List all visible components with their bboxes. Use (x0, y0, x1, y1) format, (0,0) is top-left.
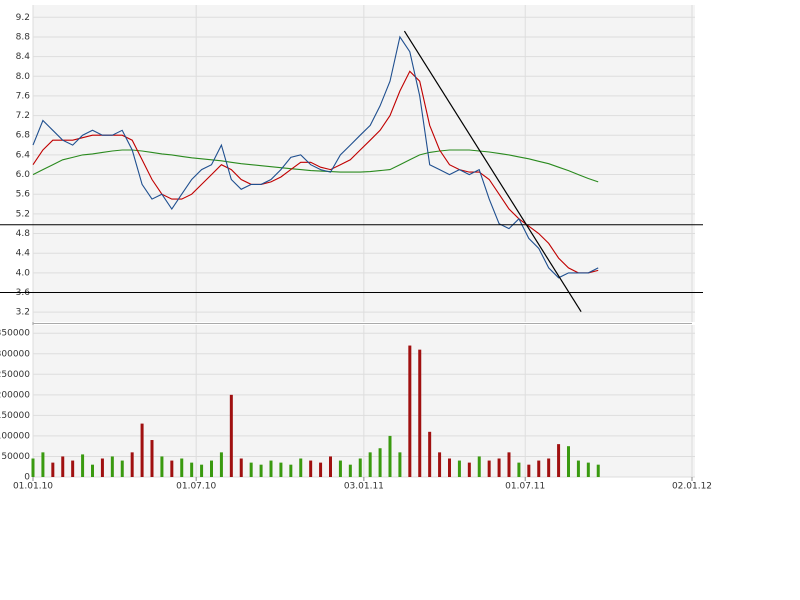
y-tick-label: 0 (24, 473, 30, 483)
volume-bar (596, 464, 600, 477)
volume-bar (378, 448, 382, 477)
y-tick-label: 6.0 (16, 170, 31, 180)
volume-bar (41, 452, 45, 477)
y-tick-label: 4.0 (16, 268, 31, 278)
y-tick-label: 5.6 (16, 190, 31, 200)
volume-bar (457, 460, 461, 477)
volume-bar (239, 458, 243, 477)
volume-bar (110, 456, 114, 477)
y-tick-label: 7.2 (16, 111, 30, 121)
volume-bar (447, 458, 451, 477)
y-tick-label: 150000 (0, 411, 30, 421)
volume-bar (81, 454, 85, 477)
x-tick-label: 03.01.11 (344, 482, 384, 492)
volume-bar (200, 464, 204, 477)
y-tick-label: 8.8 (16, 32, 31, 42)
y-tick-label: 6.8 (16, 131, 31, 141)
volume-bar (279, 462, 283, 477)
trend-line (403, 30, 582, 312)
x-tick-label: 01.01.10 (13, 482, 53, 492)
y-tick-label: 8.4 (16, 52, 31, 62)
y-tick-label: 4.8 (16, 229, 31, 239)
x-tick-label: 02.01.12 (672, 482, 712, 492)
x-tick-label: 01.07.10 (176, 482, 216, 492)
volume-bar (527, 464, 531, 477)
volume-bar (517, 462, 521, 477)
y-tick-label: 200000 (0, 390, 30, 400)
volume-bar (408, 345, 412, 477)
y-tick-label: 9.2 (16, 13, 30, 23)
volume-bar (319, 462, 323, 477)
y-tick-label: 7.6 (16, 91, 31, 101)
volume-bar (368, 452, 372, 477)
y-tick-label: 350000 (0, 329, 30, 339)
y-tick-label: 100000 (0, 431, 30, 441)
volume-bar (269, 460, 273, 477)
volume-bar (398, 452, 402, 477)
volume-bar (477, 456, 481, 477)
volume-bar (229, 394, 233, 477)
volume-bar (71, 460, 75, 477)
y-tick-label: 4.4 (16, 249, 31, 259)
y-tick-label: 300000 (0, 349, 30, 359)
volume-bar (130, 452, 134, 477)
volume-bar (150, 440, 154, 477)
volume-bar (497, 458, 501, 477)
volume-bar (289, 464, 293, 477)
volume-bar (348, 464, 352, 477)
volume-bar (487, 460, 491, 477)
volume-bar (140, 423, 144, 477)
volume-bar (90, 464, 94, 477)
volume-bar (586, 462, 590, 477)
volume-bar (100, 458, 104, 477)
volume-bar (338, 460, 342, 477)
volume-bar (467, 462, 471, 477)
volume-bar (180, 458, 184, 477)
y-tick-label: 3.2 (16, 308, 30, 318)
y-tick-label: 50000 (1, 452, 30, 462)
volume-bar (328, 456, 332, 477)
volume-bar (190, 462, 194, 477)
volume-bar (418, 349, 422, 477)
volume-bar (309, 460, 313, 477)
volume-bar (557, 444, 561, 477)
volume-bar (428, 431, 432, 477)
volume-bar (259, 464, 263, 477)
volume-bar (31, 458, 35, 477)
volume-bar (566, 446, 570, 477)
volume-bar (219, 452, 223, 477)
volume-bar (438, 452, 442, 477)
x-tick-label: 01.07.11 (505, 482, 545, 492)
volume-bar (209, 460, 213, 477)
volume-bar (537, 460, 541, 477)
price-line (32, 35, 599, 279)
y-tick-label: 6.4 (16, 150, 31, 160)
volume-bar (358, 458, 362, 477)
volume-bar (299, 458, 303, 477)
volume-bar (388, 435, 392, 477)
volume-bar (61, 456, 65, 477)
volume-bar (249, 462, 253, 477)
volume-bar (51, 462, 55, 477)
price-line (32, 149, 599, 183)
volume-bar (160, 456, 164, 477)
volume-bar (120, 460, 124, 477)
y-tick-label: 8.0 (16, 72, 31, 82)
price-line (32, 70, 599, 274)
volume-bar (547, 458, 551, 477)
volume-bar (576, 460, 580, 477)
y-tick-label: 250000 (0, 370, 30, 380)
volume-bar (507, 452, 511, 477)
y-tick-label: 5.2 (16, 209, 30, 219)
volume-bar (170, 460, 174, 477)
